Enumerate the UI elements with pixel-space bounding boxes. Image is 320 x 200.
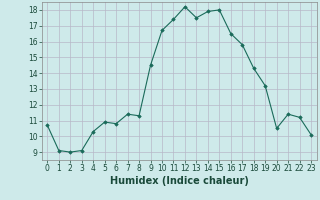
X-axis label: Humidex (Indice chaleur): Humidex (Indice chaleur) [110,176,249,186]
